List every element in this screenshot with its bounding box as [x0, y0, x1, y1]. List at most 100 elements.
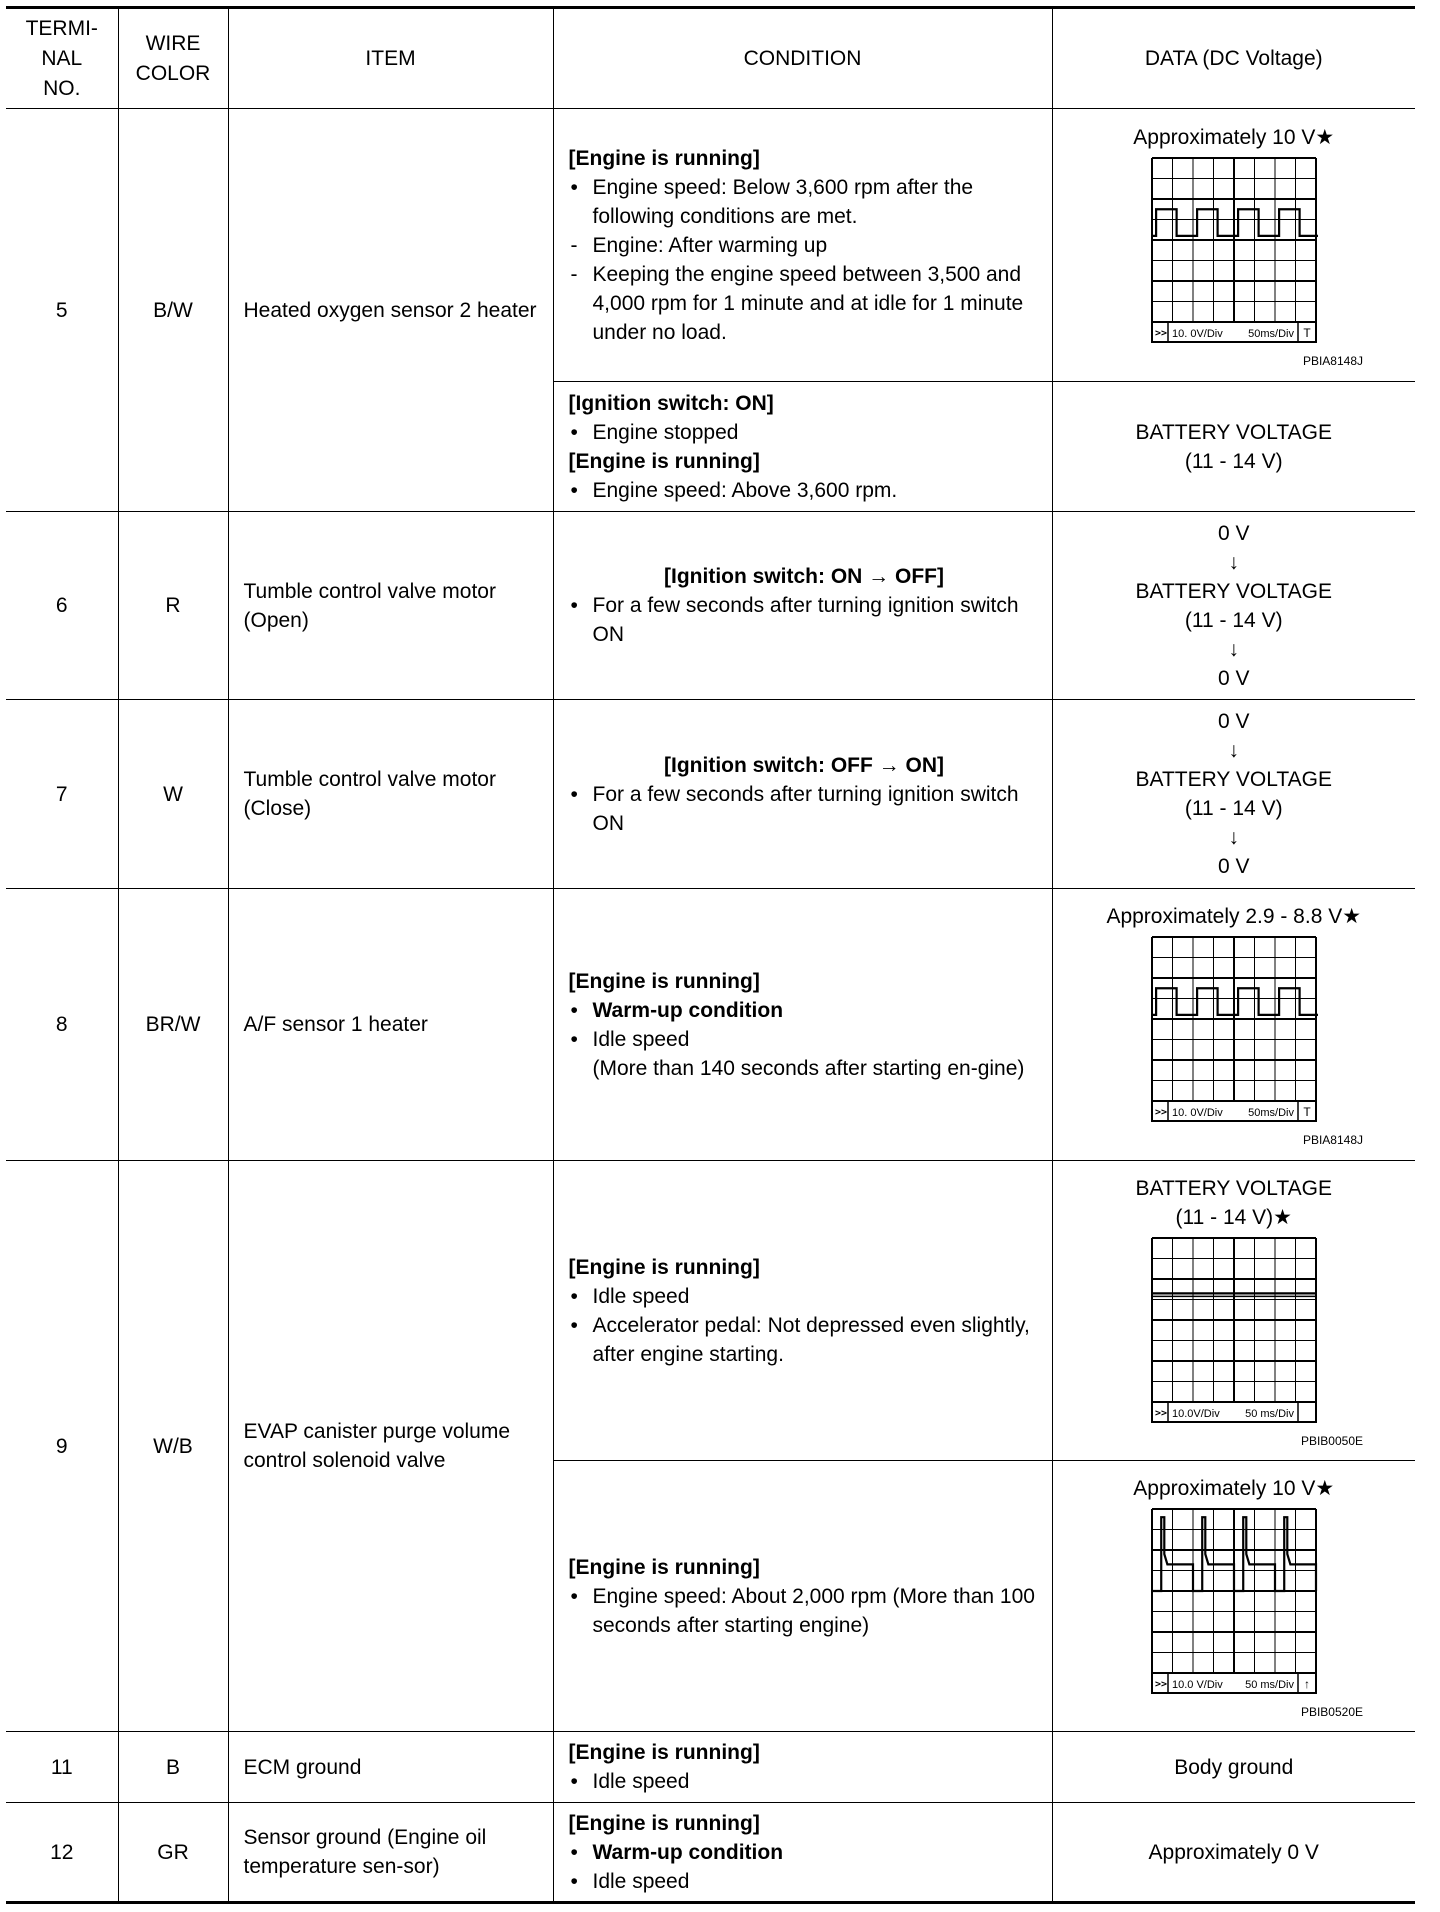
data-value: BATTERY VOLTAGE [1135, 768, 1332, 791]
table-row: 11 B ECM ground [Engine is running] • Idle sp… [6, 1731, 1415, 1803]
scope-time-div: 50ms/Div [1248, 328, 1294, 340]
item-name: Tumble control valve motor (Close) [227, 699, 554, 889]
bullet-icon: • [570, 175, 578, 199]
arrow-down-icon: ↓ [1228, 550, 1240, 574]
condition-heading: [Engine is running] [568, 1555, 760, 1579]
table-row: 9 W/B EVAP canister purge volume control s… [6, 1160, 1415, 1732]
bullet-icon: • [570, 1840, 578, 1864]
wire-color: R [117, 511, 229, 700]
data-value: BATTERY VOLTAGE [1135, 1176, 1332, 1200]
scope-trigger-box [1297, 1400, 1317, 1423]
header-condition: CONDITION [552, 7, 1053, 109]
bullet-icon: • [570, 1770, 578, 1793]
scope-volt-div: 10. 0V/Div [1172, 328, 1223, 340]
condition-text: Keeping the engine speed between 3,500 a… [592, 262, 1024, 344]
data-cell: 0 V ↓ BATTERY VOLTAGE (11 - 14 V) ↓ 0 V [1051, 511, 1415, 700]
condition-text: Engine speed: About 2,000 rpm (More than… [592, 1584, 1035, 1637]
condition-text: Idle speed [592, 1284, 690, 1308]
scope-trigger: ↑ [1304, 1677, 1310, 1691]
table-row: [Ignition switch: ON] • Engine stopped [Eng… [6, 381, 1415, 512]
data-value: (11 - 14 V) [1184, 797, 1283, 820]
condition-line: • Idle speed [569, 1867, 1040, 1896]
condition-line: • Accelerator pedal: Not depressed even s… [569, 1311, 1040, 1369]
data-cell: Approximately 0 V [1051, 1802, 1415, 1903]
figure-code: PBIB0520E [1300, 1704, 1363, 1719]
item-name: Heated oxygen sensor 2 heater [227, 108, 554, 512]
scope-trace [1151, 987, 1318, 1017]
scope-run-box [1151, 1100, 1169, 1122]
oscilloscope-waveform: >> 10. 0V/Div 50ms/Div T [1150, 156, 1318, 343]
bullet-icon: • [570, 1313, 578, 1337]
condition-text: Idle speed [592, 1027, 690, 1051]
scope-trace [1151, 207, 1318, 237]
data-value: 0 V [1217, 710, 1250, 733]
bullet-icon: • [570, 478, 578, 502]
bullet-icon: • [570, 1869, 578, 1893]
data-value: BATTERY VOLTAGE [1135, 420, 1332, 444]
wire-color: GR [117, 1802, 229, 1903]
bullet-icon: • [570, 594, 578, 617]
terminal-number: 9 [6, 1160, 119, 1732]
scope-volt-div: 10. 0V/Div [1172, 1107, 1223, 1119]
table-row: 5 B/W Heated oxygen sensor 2 heater [Engine… [6, 108, 1415, 512]
condition-line: - Engine: After warming up [569, 231, 1040, 260]
condition-heading: [Engine is running] [568, 146, 760, 170]
condition-line: - Keeping the engine speed between 3,500 … [569, 260, 1040, 347]
condition-text: Accelerator pedal: Not depressed even sl… [592, 1313, 1030, 1366]
item-name: EVAP canister purge volume control solen… [227, 1160, 554, 1732]
condition-cell: [Engine is running] • Engine speed: About … [553, 1460, 1053, 1732]
bullet-icon: • [570, 998, 578, 1022]
data-value: (11 - 14 V) [1184, 608, 1283, 632]
condition-line: • For a few seconds after turning ignitio… [569, 591, 1040, 649]
scope-volt-div: 10.0V/Div [1172, 1408, 1220, 1420]
condition-cell: [Ignition switch: OFF → ON] • For a few se… [552, 699, 1053, 889]
condition-text: Warm-up condition [592, 998, 784, 1022]
header-row: TERMI- NAL NO. WIRE COLOR ITEM CONDITION DA… [6, 7, 1415, 109]
condition-line: • Engine speed: About 2,000 rpm (More tha… [569, 1582, 1040, 1640]
bullet-icon: • [570, 1027, 578, 1051]
condition-cell: [Engine is running] • Engine speed: Below … [552, 108, 1053, 382]
oscilloscope-waveform: >> 10.0V/Div 50 ms/Div [1150, 1236, 1317, 1423]
scope-trigger-box [1297, 1671, 1317, 1694]
terminal-data-table: TERMI- NAL NO. WIRE COLOR ITEM CONDITION DA… [6, 6, 1415, 1904]
data-value: Approximately 10 V★ [1133, 125, 1335, 149]
condition-heading: [Ignition switch: ON → OFF] [664, 565, 944, 588]
data-cell: Approximately 10 V★ >> 10.0 V/Div 50 ms/Div… [1051, 1460, 1415, 1732]
condition-cell: [Engine is running] • Idle speed [552, 1731, 1053, 1803]
condition-heading: [Engine is running] [568, 1741, 760, 1764]
data-value: BATTERY VOLTAGE [1135, 579, 1332, 603]
condition-text: Engine speed: Below 3,600 rpm after the … [592, 175, 974, 228]
condition-heading: [Ignition switch: ON] [568, 391, 774, 415]
figure-code: PBIA8148J [1302, 1133, 1363, 1147]
data-value: 0 V [1217, 855, 1250, 878]
oscilloscope-waveform: >> 10.0 V/Div 50 ms/Div ↑ [1150, 1507, 1317, 1694]
condition-text: For a few seconds after turning ignition… [592, 782, 1019, 835]
header-data: DATA (DC Voltage) [1051, 7, 1415, 109]
scope-trigger: T [1303, 326, 1311, 340]
data-value: Approximately 10 V★ [1133, 1476, 1335, 1500]
wire-color: BR/W [117, 888, 229, 1161]
wire-color: B [117, 1731, 229, 1803]
scope-trigger-box [1297, 1100, 1317, 1122]
data-cell: 0 V ↓ BATTERY VOLTAGE (11 - 14 V) ↓ 0 V [1051, 699, 1415, 889]
table-row: 8 BR/W A/F sensor 1 heater [Engine is runni… [6, 888, 1415, 1161]
condition-cell: [Engine is running] • Warm-up condition • Id… [552, 888, 1053, 1161]
item-name: Tumble control valve motor (Open) [227, 511, 554, 700]
scope-trigger-box [1297, 320, 1317, 343]
scope-trace [1151, 1515, 1317, 1592]
header-terminal: TERMI- NAL NO. [6, 7, 119, 109]
item-name: ECM ground [227, 1731, 554, 1803]
condition-heading: [Engine is running] [568, 1255, 760, 1279]
item-name: Sensor ground (Engine oil temperature se… [227, 1802, 554, 1903]
condition-heading: [Engine is running] [568, 969, 760, 993]
data-cell: Approximately 2.9 - 8.8 V★ >> 10. 0V/Div 50… [1051, 888, 1415, 1161]
condition-text: Engine: After warming up [592, 233, 828, 257]
condition-line: • Engine speed: Below 3,600 rpm after the… [569, 173, 1040, 231]
scope-time-div: 50ms/Div [1248, 1107, 1294, 1119]
data-cell: Body ground [1051, 1731, 1415, 1803]
condition-heading: [Engine is running] [568, 449, 760, 473]
condition-line: • Idle speed [569, 1282, 1040, 1311]
wire-color: W [117, 699, 229, 889]
dash-marker: - [570, 233, 578, 257]
condition-heading: [Engine is running] [568, 1811, 760, 1835]
